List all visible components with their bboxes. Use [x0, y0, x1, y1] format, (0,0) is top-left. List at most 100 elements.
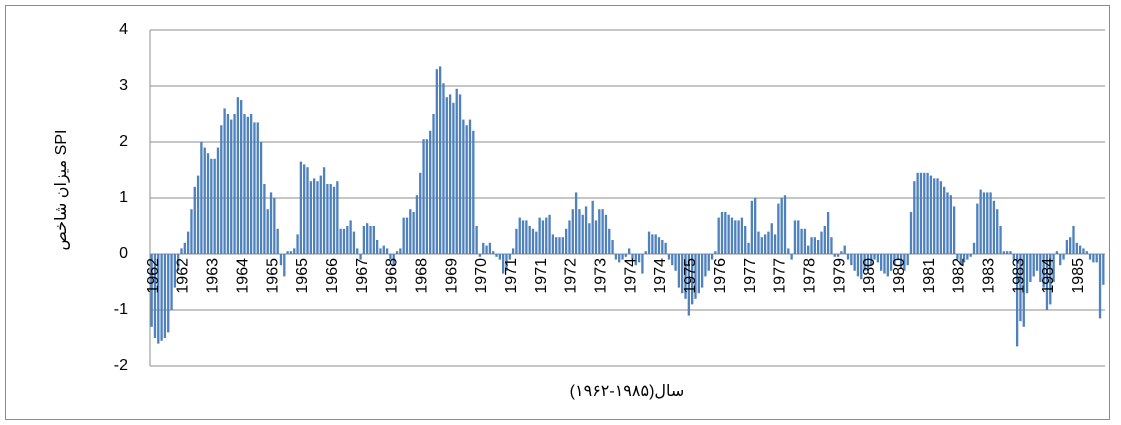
bar: [462, 119, 465, 254]
bar: [256, 122, 259, 255]
bar: [558, 237, 561, 254]
bar: [684, 254, 687, 299]
bar: [505, 254, 508, 271]
bar: [943, 186, 946, 254]
bar: [621, 254, 624, 260]
bar: [319, 175, 322, 254]
bar: [737, 220, 740, 254]
x-tick-label: 1985: [1070, 258, 1087, 294]
bar: [853, 254, 856, 271]
bar: [541, 220, 545, 254]
bar: [959, 254, 962, 266]
bar: [259, 142, 263, 254]
bar: [936, 178, 939, 254]
bar: [289, 251, 293, 254]
bar: [674, 254, 677, 271]
bar: [876, 254, 880, 263]
bar: [150, 254, 153, 327]
y-axis-title: میزان شاخص SPI: [53, 130, 71, 251]
bar: [631, 254, 634, 260]
bar: [200, 142, 203, 254]
y-tick-label: -1: [114, 301, 128, 318]
bar: [369, 226, 372, 254]
bar: [442, 83, 445, 254]
bar: [1092, 254, 1095, 263]
bar: [429, 130, 432, 254]
bar: [899, 254, 903, 268]
chart-frame: [5, 5, 1110, 420]
bar: [359, 254, 362, 260]
bar: [528, 226, 531, 254]
bar: [664, 242, 667, 254]
bar: [269, 192, 273, 254]
bar: [1032, 254, 1035, 277]
x-tick-label: 1984: [1040, 258, 1057, 294]
x-tick-label: 1965: [264, 258, 281, 294]
bar: [322, 167, 326, 254]
bar: [203, 147, 206, 254]
bar: [996, 209, 999, 254]
bar: [405, 217, 409, 254]
bar: [661, 240, 664, 254]
bar: [561, 237, 564, 254]
bar: [780, 198, 783, 254]
bar: [939, 181, 943, 254]
bar: [604, 214, 608, 254]
bar: [594, 220, 598, 254]
x-tick-label: 1966: [324, 258, 341, 294]
bar: [823, 226, 826, 254]
bar: [571, 209, 574, 254]
bar: [196, 175, 200, 254]
bar: [790, 254, 793, 260]
x-tick-label: 1982: [951, 258, 968, 294]
bar: [332, 186, 336, 254]
bar: [886, 254, 889, 277]
bar: [419, 172, 422, 254]
bar: [485, 245, 488, 254]
bar: [1088, 254, 1092, 260]
y-tick-label: 0: [119, 245, 128, 262]
bar: [740, 217, 744, 254]
bar: [511, 248, 515, 254]
bar: [916, 172, 919, 254]
bar: [1059, 254, 1062, 266]
bar: [263, 184, 266, 254]
bar: [535, 231, 538, 254]
bar: [412, 212, 415, 254]
bar: [177, 254, 180, 271]
bar: [1062, 254, 1065, 260]
bar: [501, 254, 505, 274]
bar: [475, 226, 478, 254]
bar: [316, 181, 319, 254]
x-tick-label: 1983: [1010, 258, 1027, 294]
bar: [402, 217, 405, 254]
bar: [375, 240, 379, 254]
bar: [564, 228, 568, 254]
bar: [163, 254, 167, 338]
bar: [813, 237, 817, 254]
bar: [657, 237, 661, 254]
bar: [720, 212, 724, 254]
bar: [339, 228, 342, 254]
bar: [608, 228, 611, 254]
bar: [415, 195, 419, 254]
bar: [525, 220, 528, 254]
bar: [933, 178, 936, 254]
bar: [279, 254, 283, 266]
bar: [694, 254, 697, 299]
bar: [714, 251, 717, 254]
bar: [568, 220, 571, 254]
bar: [1069, 237, 1072, 254]
bar: [538, 217, 541, 254]
bar: [717, 217, 720, 254]
bar: [306, 167, 309, 254]
bar: [1042, 254, 1045, 288]
bar: [807, 245, 810, 254]
bar: [531, 228, 535, 254]
bar: [1019, 254, 1022, 322]
bar: [167, 254, 170, 333]
bar: [488, 242, 492, 254]
bar: [366, 223, 369, 254]
bar: [763, 234, 767, 254]
bar: [508, 254, 511, 260]
